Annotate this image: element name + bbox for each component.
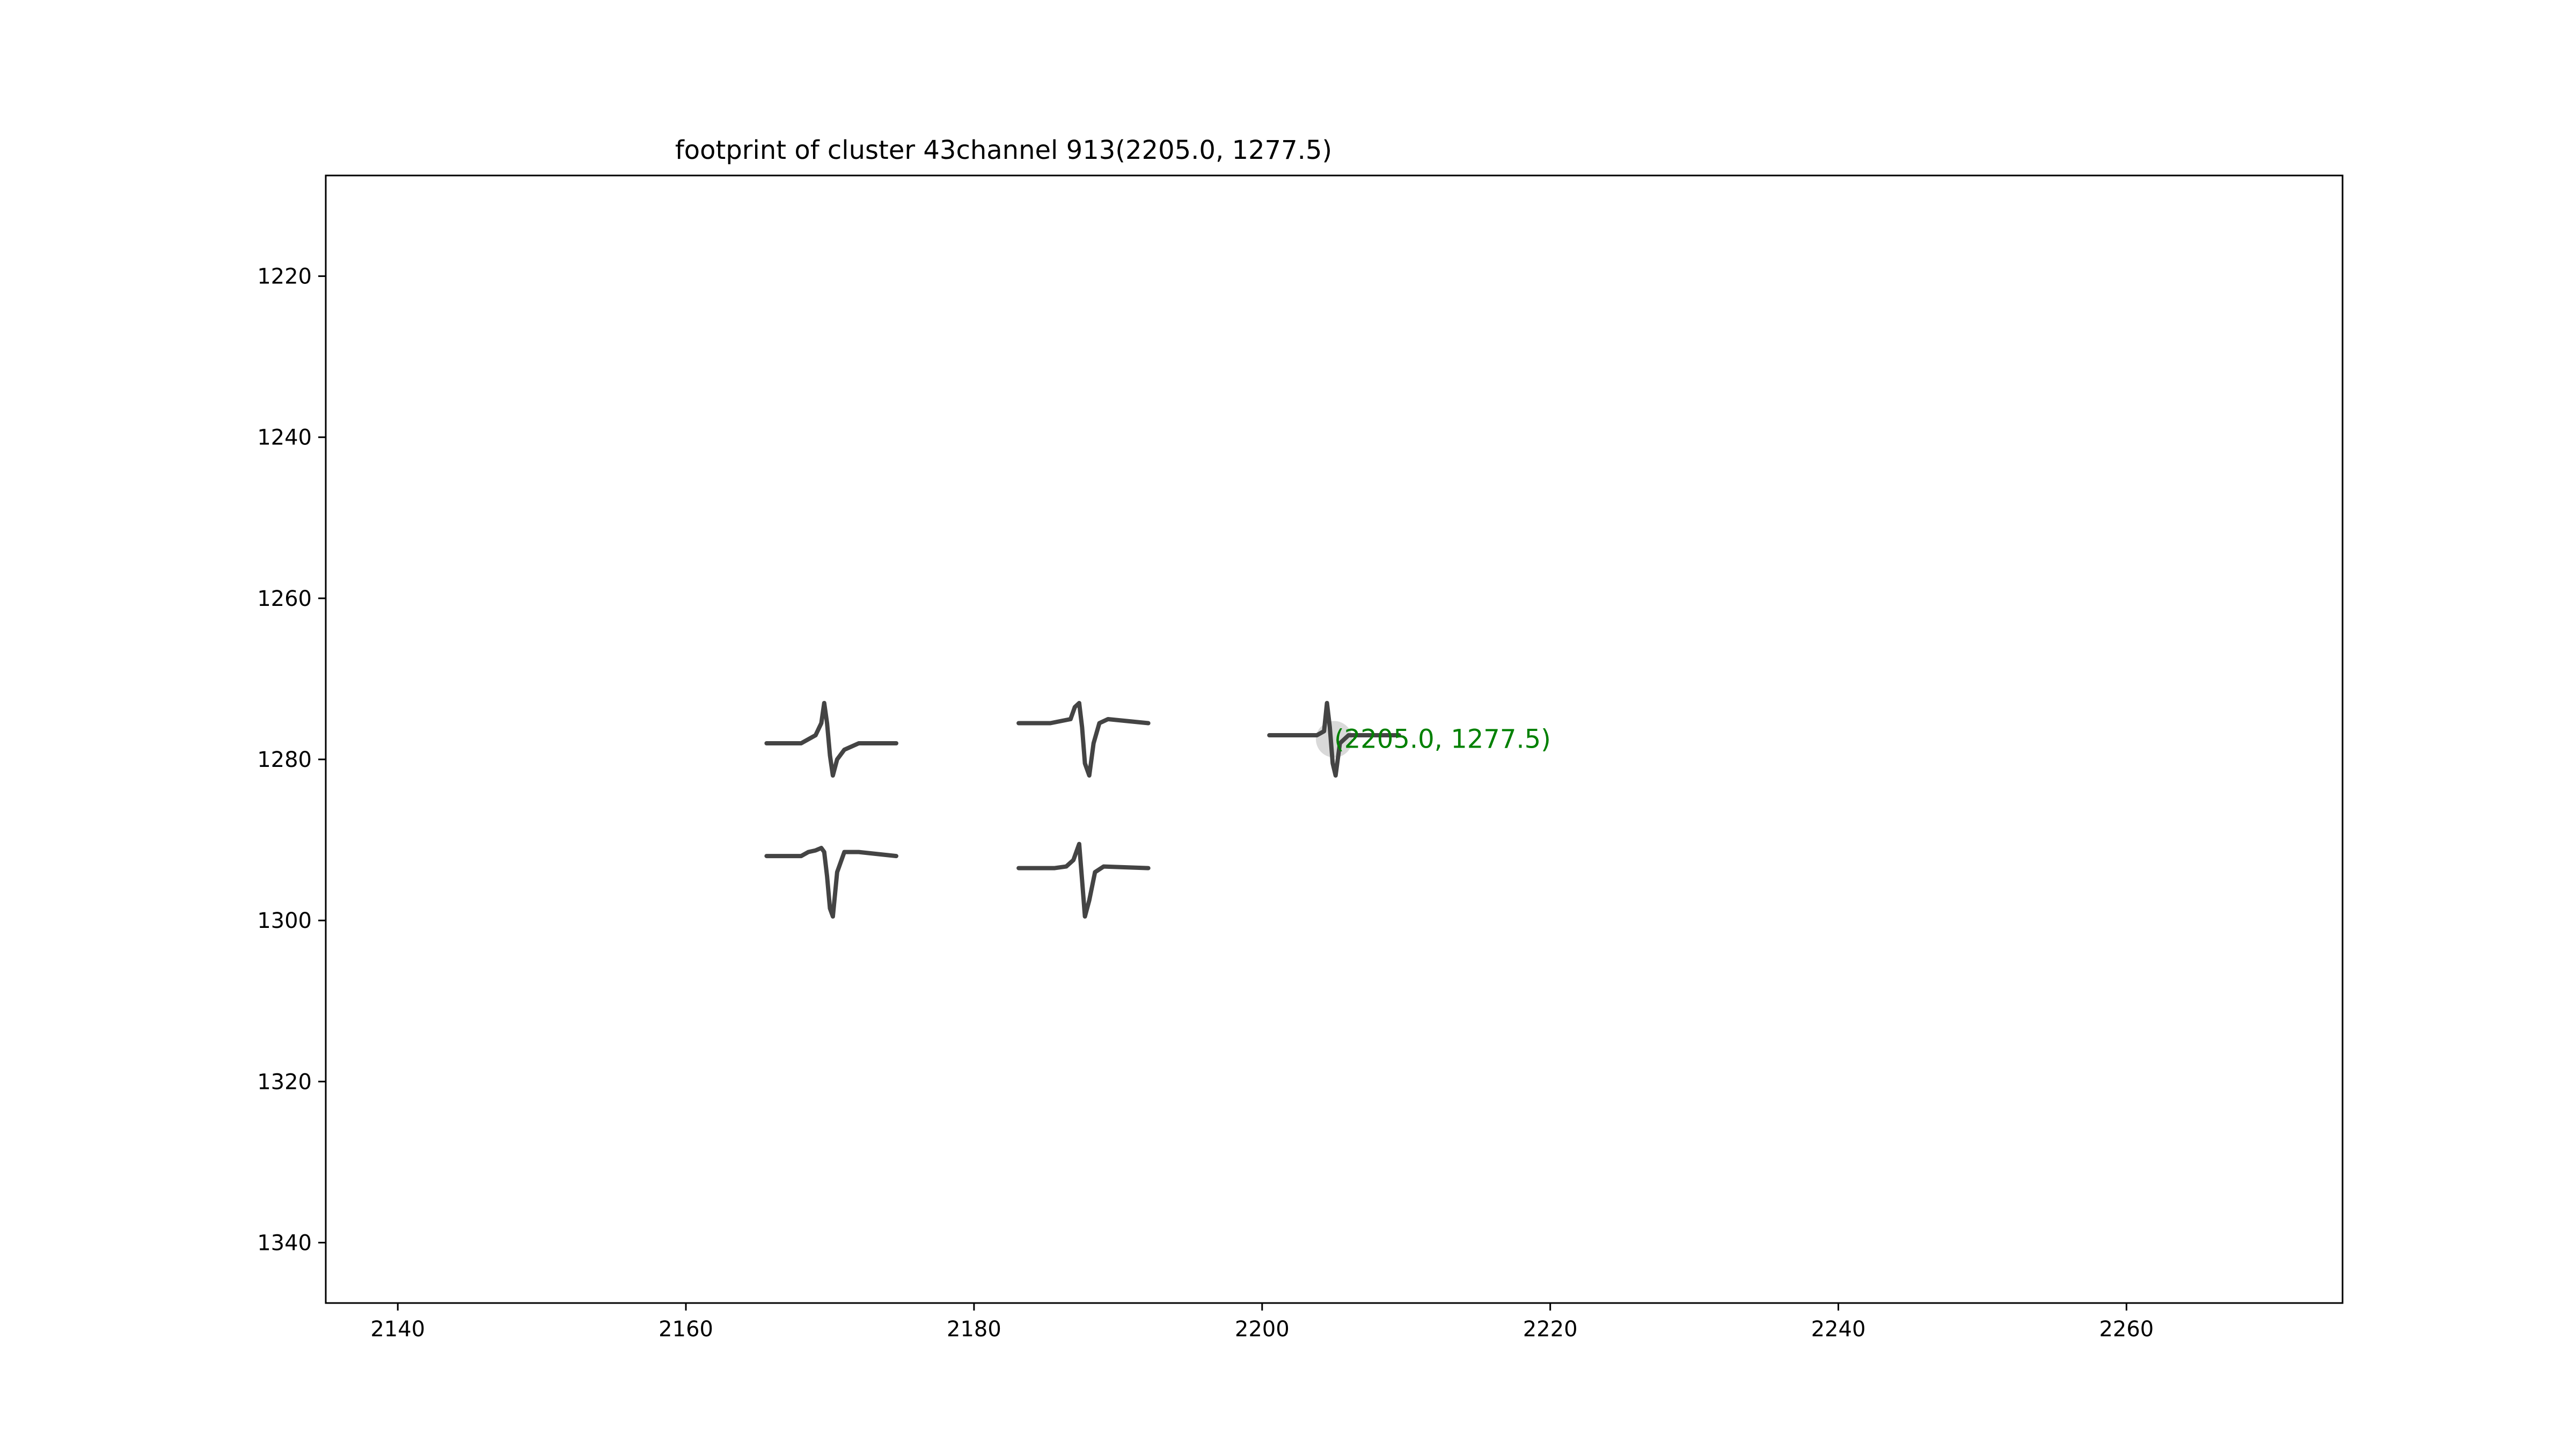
waveform-5 <box>1016 841 1151 919</box>
y-axis: 1220 1240 1260 1280 1300 1320 1340 <box>257 265 326 1255</box>
plot-frame <box>325 174 2344 1304</box>
waveform-1 <box>764 701 898 778</box>
x-tick-label: 2240 <box>1811 1317 1866 1342</box>
waveform-2 <box>1016 701 1151 778</box>
chart-title: footprint of cluster 43channel 913(2205.… <box>675 135 1332 165</box>
waveform-3 <box>1267 701 1401 778</box>
annotation-label: (2205.0, 1277.5) <box>1334 724 1551 755</box>
x-tick-label: 2140 <box>370 1317 425 1342</box>
y-tick-label: 1300 <box>257 909 312 933</box>
y-tick-label: 1220 <box>257 265 312 289</box>
x-tick-label: 2180 <box>947 1317 1001 1342</box>
y-tick-label: 1340 <box>257 1231 312 1255</box>
plot-area: (2205.0, 1277.5) <box>764 701 1551 919</box>
waveform-4 <box>764 846 898 919</box>
y-tick-label: 1240 <box>257 426 312 450</box>
x-axis: 2140 2160 2180 2200 2220 2240 2260 <box>370 1303 2154 1342</box>
x-tick-label: 2200 <box>1235 1317 1290 1342</box>
x-tick-label: 2160 <box>658 1317 713 1342</box>
x-tick-label: 2260 <box>2099 1317 2154 1342</box>
y-tick-label: 1260 <box>257 587 312 611</box>
x-tick-label: 2220 <box>1523 1317 1578 1342</box>
y-tick-label: 1280 <box>257 748 312 772</box>
y-tick-label: 1320 <box>257 1070 312 1094</box>
